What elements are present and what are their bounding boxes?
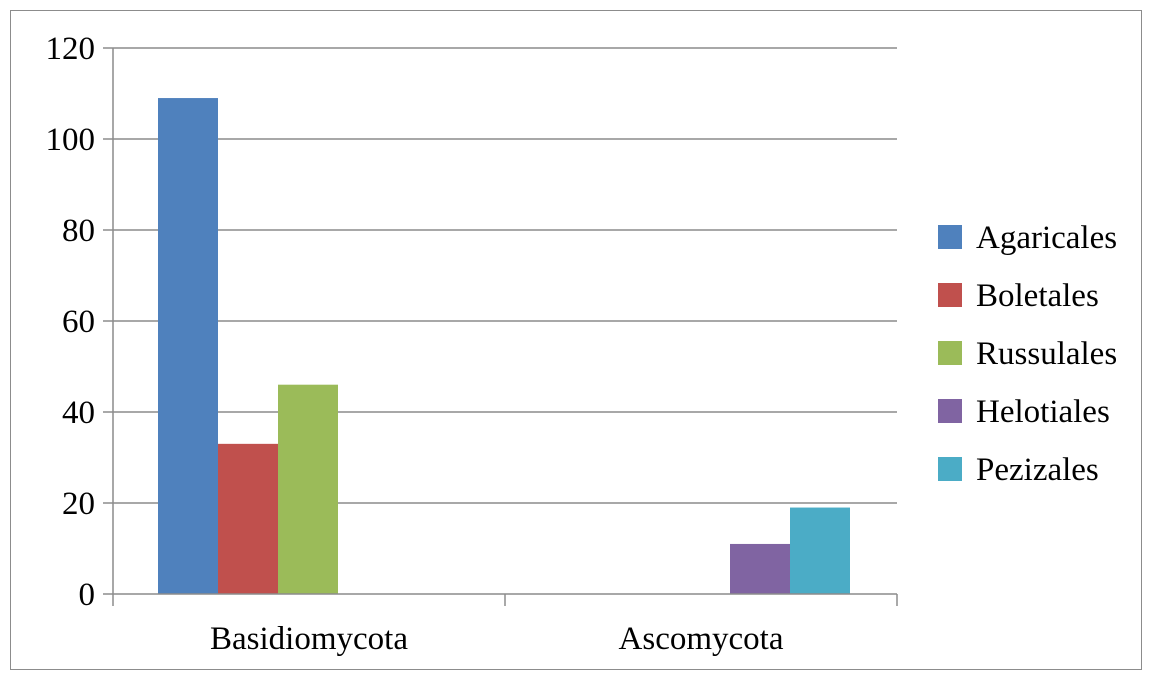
y-tick-label: 120 bbox=[46, 31, 96, 67]
x-tick-label: Basidiomycota bbox=[210, 621, 408, 657]
y-axis-ticks: 0 20 40 60 80 100 120 bbox=[46, 31, 113, 613]
bars bbox=[158, 98, 850, 595]
x-axis-ticks: Basidiomycota Ascomycota bbox=[112, 594, 898, 657]
y-tick-label: 0 bbox=[79, 577, 96, 613]
legend-label: Russulales bbox=[976, 336, 1117, 372]
bar-agaricales-basidiomycota bbox=[158, 98, 218, 595]
legend-swatch bbox=[938, 399, 962, 423]
y-tick-label: 60 bbox=[62, 304, 95, 340]
legend: Agaricales Boletales Russulales Helotiales P… bbox=[938, 220, 1117, 488]
bar-boletales-basidiomycota bbox=[218, 443, 278, 594]
legend-label: Agaricales bbox=[976, 220, 1117, 256]
bar-pezizales-ascomycota bbox=[790, 507, 850, 594]
legend-label: Pezizales bbox=[976, 452, 1099, 488]
legend-swatch bbox=[938, 283, 962, 307]
bar-helotiales-ascomycota bbox=[730, 543, 790, 594]
y-tick-label: 20 bbox=[62, 486, 95, 522]
y-tick-label: 40 bbox=[62, 395, 95, 431]
x-tick-label: Ascomycota bbox=[619, 621, 784, 657]
y-tick-label: 100 bbox=[46, 122, 96, 158]
legend-label: Boletales bbox=[976, 278, 1099, 314]
legend-swatch bbox=[938, 341, 962, 365]
chart-frame bbox=[10, 10, 1142, 670]
legend-label: Helotiales bbox=[976, 394, 1110, 430]
gridlines bbox=[113, 47, 897, 504]
legend-swatch bbox=[938, 457, 962, 481]
bar-russulales-basidiomycota bbox=[278, 384, 338, 594]
legend-swatch bbox=[938, 225, 962, 249]
y-tick-label: 80 bbox=[62, 213, 95, 249]
